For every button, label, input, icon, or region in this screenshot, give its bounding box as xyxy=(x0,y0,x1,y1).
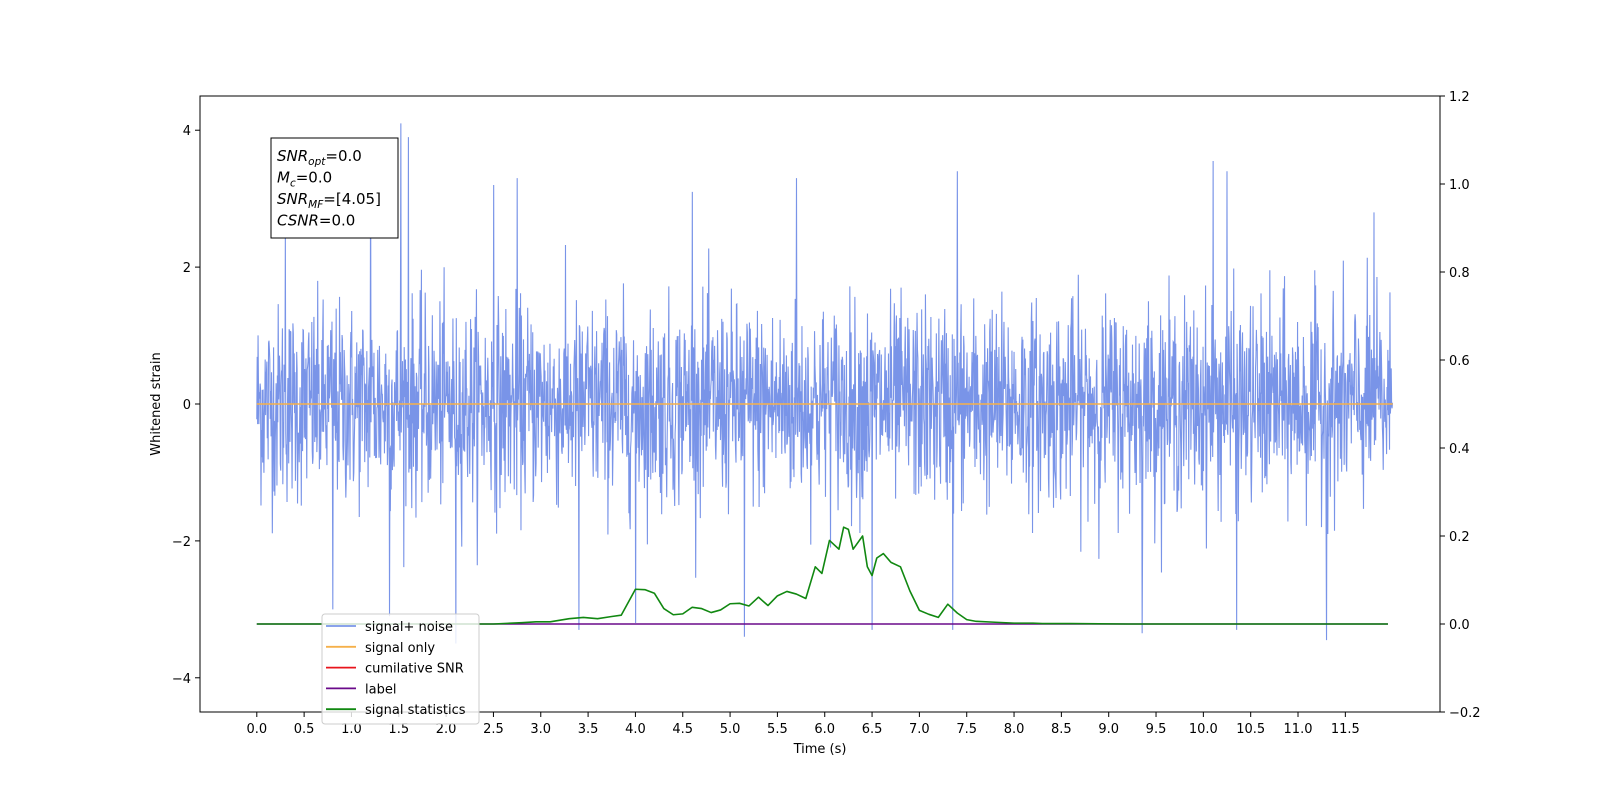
stats-value: =[4.05] xyxy=(323,190,381,208)
stats-subscript: MF xyxy=(308,199,324,211)
x-tick-label: 5.5 xyxy=(767,722,788,737)
x-tick-label: 6.5 xyxy=(862,722,883,737)
x-tick-label: 8.5 xyxy=(1051,722,1072,737)
series-signal-noise-line xyxy=(256,123,1394,644)
axis-layer: 0.0 0.5 1.0 1.5 2.0 2.5 3.0 3.5 4.0 4.5 5.0 5.5 6.0 6… xyxy=(172,90,1481,737)
y2-tick-label: 0.4 xyxy=(1449,442,1470,457)
x-tick-label: 9.5 xyxy=(1146,722,1167,737)
x-tick-label: 0.0 xyxy=(246,722,267,737)
x-tick-label: 11.0 xyxy=(1284,722,1313,737)
stats-value: =0.0 xyxy=(325,147,361,165)
x-tick-label: 11.5 xyxy=(1331,722,1360,737)
x-tick-label: 1.5 xyxy=(388,722,409,737)
stats-label: M xyxy=(277,169,290,187)
stats-label: SNR xyxy=(277,190,308,208)
x-tick-label: 10.5 xyxy=(1236,722,1265,737)
y-tick-label: −4 xyxy=(172,672,191,687)
stats-line: SNRopt=0.0 xyxy=(277,147,362,168)
x-tick-label: 6.0 xyxy=(814,722,835,737)
legend-label: signal+ noise xyxy=(365,620,453,635)
y2-tick-label: 0.8 xyxy=(1449,266,1470,281)
y-axis-label: Whitened strain xyxy=(149,352,164,455)
legend-label: label xyxy=(365,682,396,697)
x-tick-label: 5.0 xyxy=(720,722,741,737)
stats-value: =0.0 xyxy=(319,212,355,230)
stats-label: CSNR xyxy=(277,212,319,230)
legend-label: signal statistics xyxy=(365,703,466,718)
x-tick-label: 7.5 xyxy=(956,722,977,737)
x-axis-label: Time (s) xyxy=(793,742,847,757)
x-tick-label: 2.0 xyxy=(436,722,457,737)
legend-frame xyxy=(321,613,480,725)
stats-label: SNR xyxy=(277,147,308,165)
y2-tick-label: 0.0 xyxy=(1449,618,1470,633)
legend-label: cumilative SNR xyxy=(365,662,464,677)
x-tick-label: 4.0 xyxy=(625,722,646,737)
stats-subscript: c xyxy=(290,178,296,190)
x-tick-label: 1.0 xyxy=(341,722,362,737)
stats-value: =0.0 xyxy=(296,169,332,187)
y2-tick-label: 0.2 xyxy=(1449,530,1470,545)
y-tick-label: 0 xyxy=(183,398,191,413)
x-tick-label: 4.5 xyxy=(672,722,693,737)
y-tick-label: 2 xyxy=(183,261,191,276)
stats-line: SNRMF=[4.05] xyxy=(277,190,381,211)
legend: signal+ noise signal only cumilative SNR la… xyxy=(321,613,480,725)
x-tick-label: 7.0 xyxy=(909,722,930,737)
x-tick-label: 0.5 xyxy=(294,722,315,737)
y-tick-label: 4 xyxy=(183,124,191,139)
y2-tick-label: 0.6 xyxy=(1449,354,1470,369)
x-tick-label: 8.0 xyxy=(1004,722,1025,737)
x-tick-label: 2.5 xyxy=(483,722,504,737)
legend-label: signal only xyxy=(365,641,435,656)
stats-line: CSNR=0.0 xyxy=(277,212,355,230)
y2-tick-label: 1.2 xyxy=(1449,90,1470,105)
x-tick-label: 10.0 xyxy=(1189,722,1218,737)
x-tick-label: 3.5 xyxy=(578,722,599,737)
stats-subscript: opt xyxy=(308,156,326,168)
y-tick-label: −2 xyxy=(172,535,191,550)
y2-tick-label: 1.0 xyxy=(1449,178,1470,193)
series-signal-statistics-line xyxy=(256,526,1388,625)
stats-box-frame xyxy=(270,137,399,239)
stats-line: Mc=0.0 xyxy=(277,169,332,190)
x-tick-label: 9.0 xyxy=(1098,722,1119,737)
x-tick-label: 3.0 xyxy=(530,722,551,737)
y2-tick-label: −0.2 xyxy=(1449,706,1481,721)
